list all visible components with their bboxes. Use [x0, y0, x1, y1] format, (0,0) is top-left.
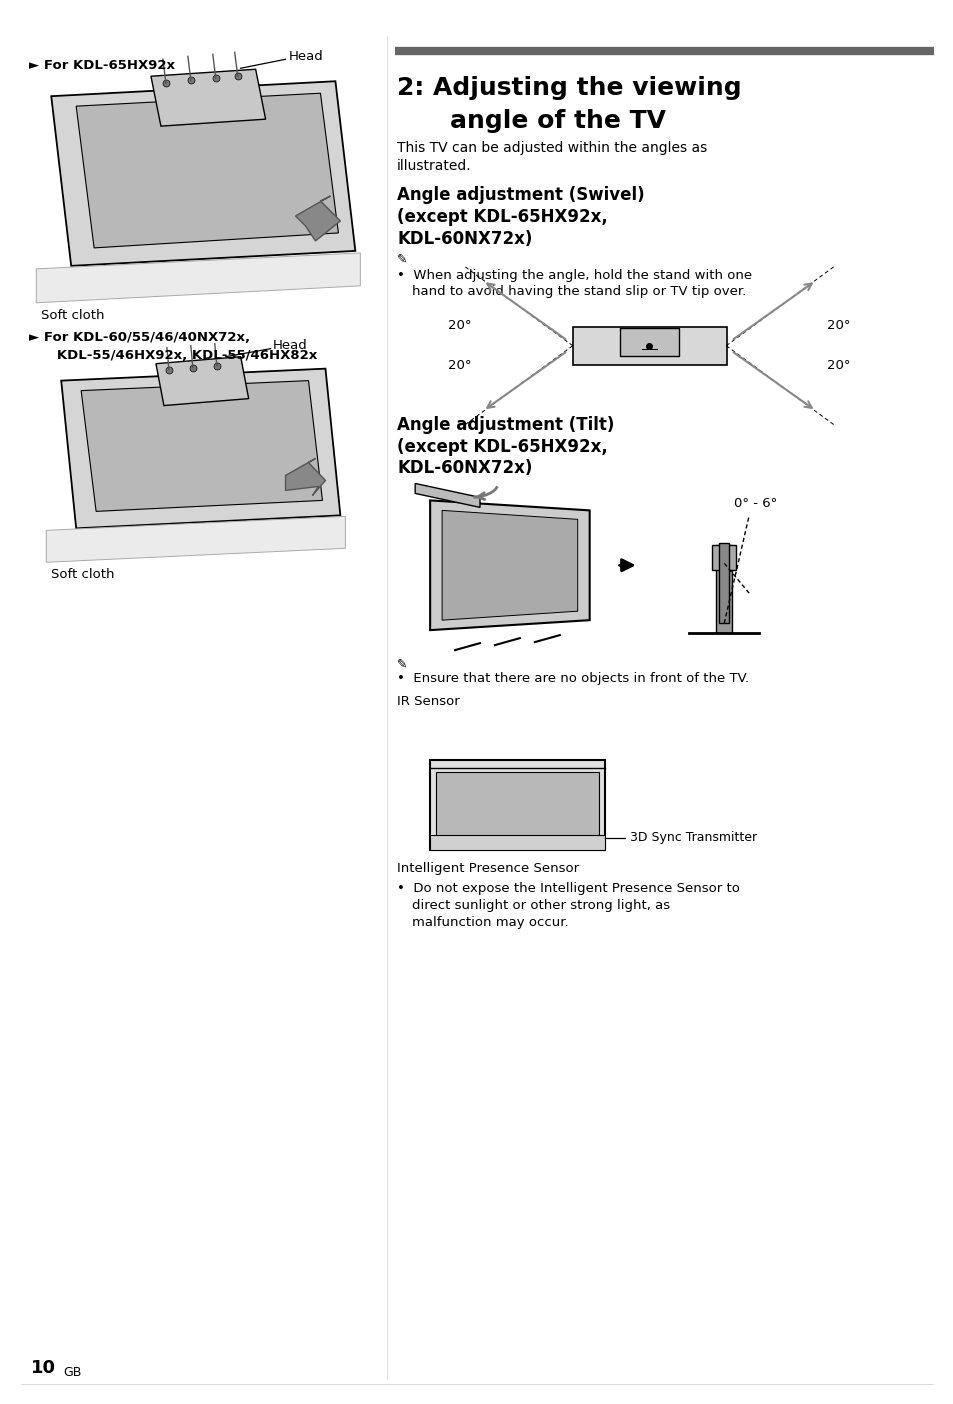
Bar	[430, 835, 604, 849]
Text: This TV can be adjusted within the angles as: This TV can be adjusted within the angle…	[396, 142, 707, 154]
Text: Head: Head	[288, 49, 323, 63]
Polygon shape	[46, 517, 345, 562]
Bar	[618, 327, 679, 355]
Polygon shape	[441, 511, 578, 621]
Text: 20°: 20°	[826, 359, 850, 372]
Text: •  Do not expose the Intelligent Presence Sensor to: • Do not expose the Intelligent Presence…	[396, 882, 740, 894]
Text: ✎: ✎	[396, 253, 407, 265]
Text: Angle adjustment (Tilt): Angle adjustment (Tilt)	[396, 416, 614, 434]
Text: 20°: 20°	[448, 319, 471, 333]
Polygon shape	[295, 197, 340, 241]
Bar	[430, 760, 604, 849]
Text: 3D Sync Transmitter: 3D Sync Transmitter	[629, 831, 756, 844]
Text: Angle adjustment (Swivel): Angle adjustment (Swivel)	[396, 185, 644, 204]
Text: illustrated.: illustrated.	[396, 159, 472, 173]
Polygon shape	[285, 459, 325, 496]
Polygon shape	[716, 545, 732, 633]
Text: KDL-55/46HX92x, KDL-55/46HX82x: KDL-55/46HX92x, KDL-55/46HX82x	[43, 348, 317, 362]
Text: hand to avoid having the stand slip or TV tip over.: hand to avoid having the stand slip or T…	[412, 285, 745, 298]
Text: malfunction may occur.: malfunction may occur.	[412, 915, 568, 928]
Text: KDL-60NX72x): KDL-60NX72x)	[396, 230, 532, 249]
Text: 20°: 20°	[826, 319, 850, 333]
Text: ► For KDL-60/55/46/40NX72x,: ► For KDL-60/55/46/40NX72x,	[30, 331, 251, 344]
Polygon shape	[76, 93, 338, 249]
Text: Intelligent Presence Sensor: Intelligent Presence Sensor	[396, 862, 578, 875]
Text: direct sunlight or other strong light, as: direct sunlight or other strong light, a…	[412, 899, 670, 911]
Text: •  When adjusting the angle, hold the stand with one: • When adjusting the angle, hold the sta…	[396, 268, 752, 282]
Polygon shape	[719, 543, 728, 623]
Text: KDL-60NX72x): KDL-60NX72x)	[396, 459, 532, 477]
Text: (except KDL-65HX92x,: (except KDL-65HX92x,	[396, 438, 607, 455]
Text: ✎: ✎	[396, 658, 407, 671]
Text: (except KDL-65HX92x,: (except KDL-65HX92x,	[396, 208, 607, 226]
Text: 20°: 20°	[448, 359, 471, 372]
Polygon shape	[81, 380, 322, 511]
Bar	[712, 545, 736, 570]
Polygon shape	[155, 357, 249, 406]
Text: 2: Adjusting the viewing: 2: Adjusting the viewing	[396, 76, 741, 100]
Polygon shape	[61, 369, 340, 528]
Polygon shape	[151, 69, 265, 126]
Polygon shape	[415, 483, 479, 507]
Polygon shape	[51, 81, 355, 265]
Text: •  Ensure that there are no objects in front of the TV.: • Ensure that there are no objects in fr…	[396, 673, 748, 685]
Polygon shape	[36, 253, 360, 303]
Text: angle of the TV: angle of the TV	[450, 110, 665, 133]
Text: Head: Head	[273, 340, 307, 352]
Text: Soft cloth: Soft cloth	[41, 309, 105, 322]
Text: ► For KDL-65HX92x: ► For KDL-65HX92x	[30, 59, 175, 72]
Text: 10: 10	[31, 1359, 56, 1377]
Text: IR Sensor: IR Sensor	[396, 695, 459, 708]
Bar	[572, 327, 726, 365]
Text: GB: GB	[63, 1366, 82, 1379]
Text: 0° - 6°: 0° - 6°	[734, 497, 777, 510]
Text: Soft cloth: Soft cloth	[51, 569, 114, 581]
Bar	[436, 772, 598, 844]
Polygon shape	[430, 500, 589, 630]
